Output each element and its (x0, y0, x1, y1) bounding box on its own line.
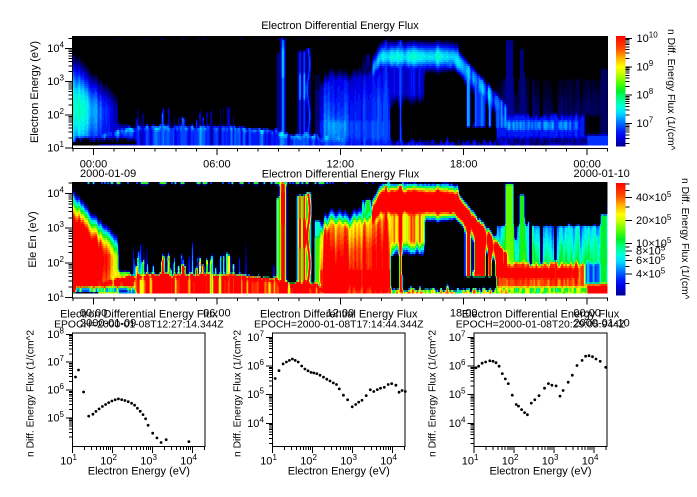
svg-text:101: 101 (60, 453, 77, 468)
svg-text:Electron Energy (eV): Electron Energy (eV) (288, 465, 390, 477)
svg-text:104: 104 (47, 186, 64, 201)
svg-text:106: 106 (247, 358, 264, 373)
svg-text:105: 105 (47, 410, 64, 425)
svg-text:109: 109 (637, 59, 654, 74)
svg-text:2000-01-10: 2000-01-10 (574, 317, 630, 329)
svg-text:106: 106 (47, 382, 64, 397)
svg-text:Electron Energy (eV): Electron Energy (eV) (88, 465, 190, 477)
svg-text:10×105: 10×105 (636, 236, 672, 250)
svg-text:105: 105 (247, 387, 264, 402)
svg-text:12:00: 12:00 (327, 159, 355, 171)
svg-text:1010: 1010 (637, 30, 659, 45)
svg-text:Electron Energy (eV): Electron Energy (eV) (29, 41, 41, 143)
svg-text:103: 103 (47, 74, 64, 89)
svg-text:00:00: 00:00 (573, 159, 601, 171)
svg-text:EPOCH=2000-01-08T20:29:05.944Z: EPOCH=2000-01-08T20:29:05.944Z (456, 319, 626, 330)
svg-text:6×105: 6×105 (636, 253, 666, 267)
svg-text:107: 107 (449, 329, 466, 344)
svg-text:18:00: 18:00 (450, 308, 478, 320)
svg-text:00:00: 00:00 (80, 308, 108, 320)
svg-text:8×105: 8×105 (636, 243, 666, 257)
svg-text:101: 101 (462, 453, 479, 468)
svg-text:06:00: 06:00 (203, 308, 231, 320)
svg-text:107: 107 (637, 116, 654, 131)
svg-text:2000-01-09: 2000-01-09 (80, 317, 136, 329)
svg-text:Electron Differential Energy F: Electron Differential Energy Flux (262, 169, 420, 181)
svg-text:105: 105 (449, 387, 466, 402)
svg-text:4×105: 4×105 (636, 266, 666, 280)
svg-text:2000-01-10: 2000-01-10 (574, 168, 630, 180)
svg-text:Electron Energy (eV): Electron Energy (eV) (489, 465, 591, 477)
svg-text:EPOCH=2000-01-08T12:27:14.344Z: EPOCH=2000-01-08T12:27:14.344Z (54, 319, 224, 330)
svg-text:00:00: 00:00 (80, 159, 108, 171)
svg-text:20×105: 20×105 (636, 213, 672, 227)
svg-text:102: 102 (47, 255, 64, 270)
svg-text:107: 107 (47, 354, 64, 369)
svg-text:06:00: 06:00 (203, 159, 231, 171)
svg-text:n Diff. Energy Flux (1/(cm^2: n Diff. Energy Flux (1/(cm^2 (428, 330, 439, 457)
svg-text:2000-01-09: 2000-01-09 (80, 168, 136, 180)
svg-text:n Diff. Energy Flux (1/(cm^: n Diff. Energy Flux (1/(cm^ (665, 29, 676, 151)
svg-text:Electron Differential Energy F: Electron Differential Energy Flux (261, 20, 419, 32)
svg-text:102: 102 (47, 107, 64, 122)
svg-text:Ele En (eV): Ele En (eV) (27, 211, 39, 267)
svg-text:n Diff. Energy Flux (1/(cm^2: n Diff. Energy Flux (1/(cm^2 (233, 330, 244, 457)
svg-text:104: 104 (47, 40, 64, 55)
svg-text:107: 107 (247, 329, 264, 344)
svg-text:101: 101 (47, 140, 64, 155)
svg-text:104: 104 (449, 415, 466, 430)
svg-text:EPOCH=2000-01-08T17:14:44.344Z: EPOCH=2000-01-08T17:14:44.344Z (254, 319, 424, 330)
svg-text:104: 104 (247, 415, 264, 430)
svg-text:Electron Differential Energy F: Electron Differential Energy Flux (260, 309, 418, 321)
svg-text:40×105: 40×105 (636, 190, 672, 204)
svg-text:Electron Differential Energy F: Electron Differential Energy Flux (60, 309, 218, 321)
svg-text:103: 103 (47, 220, 64, 235)
svg-text:Electron Differential Energy F: Electron Differential Energy Flux (462, 309, 620, 321)
svg-text:n Diff. Energy Flux (1/(cm^: n Diff. Energy Flux (1/(cm^ (679, 178, 690, 300)
svg-text:18:00: 18:00 (450, 159, 478, 171)
svg-text:108: 108 (637, 87, 654, 102)
svg-text:106: 106 (449, 358, 466, 373)
svg-text:n Diff. Energy Flux (1/(cm^2: n Diff. Energy Flux (1/(cm^2 (26, 330, 37, 457)
svg-text:101: 101 (47, 289, 64, 304)
svg-text:00:00: 00:00 (573, 308, 601, 320)
svg-text:12:00: 12:00 (327, 308, 355, 320)
svg-text:101: 101 (260, 453, 277, 468)
